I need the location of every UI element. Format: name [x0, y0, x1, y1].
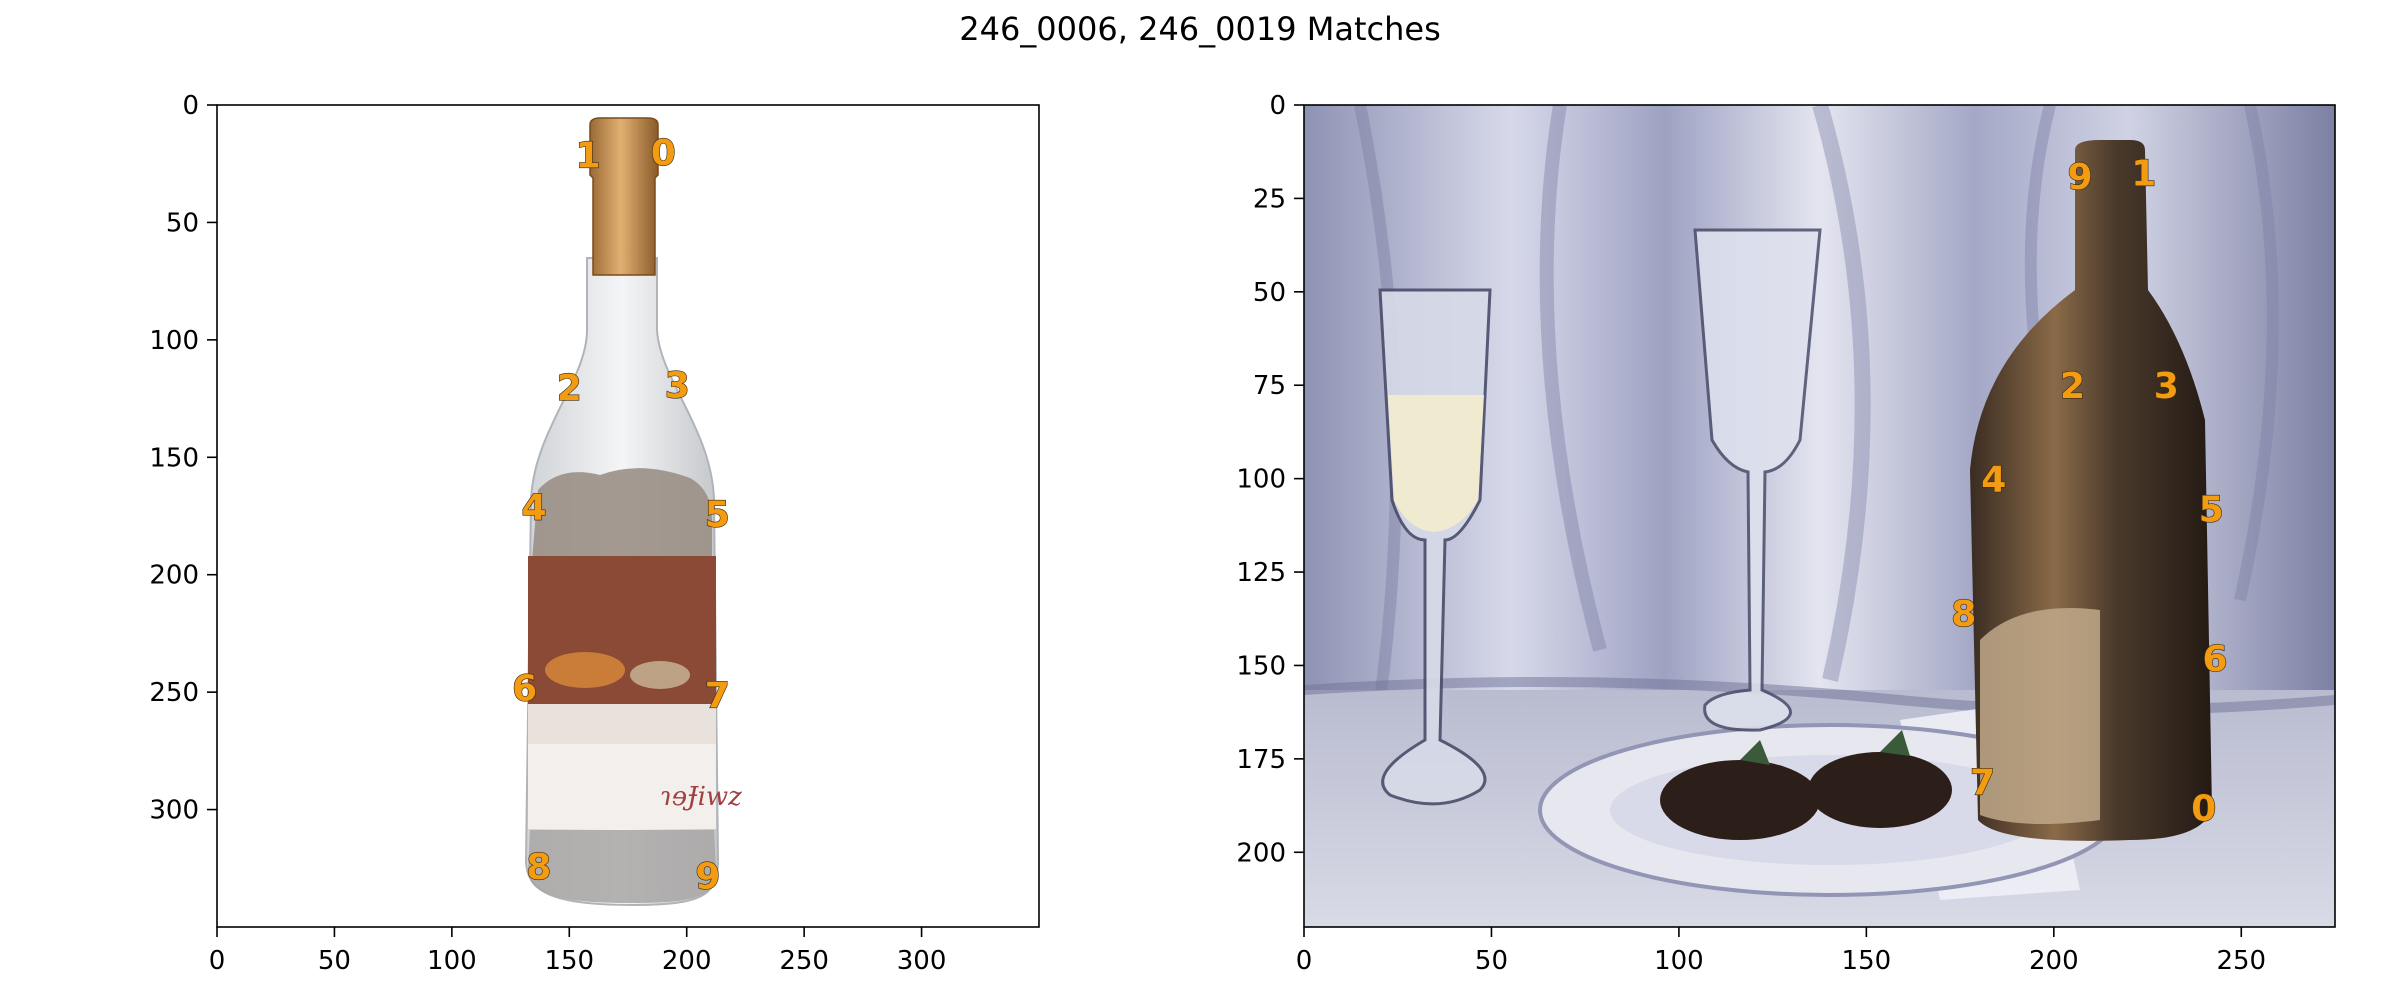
right-ytick-label: 125: [1236, 558, 1286, 588]
right-keypoint-label: 9: [2068, 157, 2093, 198]
right-ytick-label: 200: [1236, 838, 1286, 868]
left-x-ticks: 0 50 100 150 200 250 300: [209, 927, 947, 976]
left-ytick-label: 100: [149, 326, 199, 356]
left-xtick-label: 200: [662, 946, 712, 976]
left-y-ticks: 0 50 100 150 200 250 300: [149, 91, 217, 826]
right-keypoint-label: 2: [2060, 366, 2085, 407]
right-keypoint-label: 0: [2191, 788, 2216, 829]
left-xtick-label: 300: [897, 946, 947, 976]
axes-right-frame: [1303, 104, 2336, 928]
left-keypoint-label: 0: [651, 133, 676, 174]
left-keypoint-label: 1: [576, 135, 601, 176]
left-ytick-label: 0: [182, 91, 199, 121]
left-xtick-label: 50: [318, 946, 351, 976]
right-ytick-label: 0: [1269, 91, 1286, 121]
left-keypoint-label: 4: [522, 488, 547, 529]
left-xtick-label: 100: [427, 946, 477, 976]
left-ytick-label: 300: [149, 796, 199, 826]
right-keypoints: 0 1 2 3 4 5 6 7 8 9: [1951, 153, 2228, 830]
right-image-246-0019: [1304, 105, 2335, 927]
right-keypoint-label: 5: [2199, 490, 2224, 531]
left-bottle-cap: [589, 117, 659, 276]
right-xtick-label: 150: [1842, 946, 1892, 976]
left-keypoint-label: 5: [705, 495, 730, 536]
left-ytick-label: 200: [149, 561, 199, 591]
svg-text:ɿɘɈiwz: ɿɘɈiwz: [660, 782, 742, 812]
left-keypoint-label: 7: [705, 675, 730, 716]
right-ytick-label: 100: [1236, 465, 1286, 495]
left-keypoint-label: 3: [665, 365, 690, 406]
right-strawberry-1: [1660, 760, 1820, 840]
right-keypoint-label: 7: [1970, 762, 1995, 803]
right-xtick-label: 0: [1296, 946, 1313, 976]
left-keypoint-label: 8: [526, 847, 551, 888]
right-keypoint-label: 1: [2131, 153, 2156, 194]
right-xtick-label: 50: [1475, 946, 1508, 976]
left-ytick-label: 50: [166, 208, 199, 238]
left-keypoint-label: 2: [557, 368, 582, 409]
right-y-ticks: 0 25 50 75 100 125 150 175 200: [1236, 91, 1304, 868]
left-puzzle-pieces-top: [532, 468, 712, 560]
right-keypoint-label: 3: [2154, 366, 2179, 407]
right-keypoint-label: 4: [1981, 460, 2006, 501]
right-xtick-label: 100: [1654, 946, 1704, 976]
right-xtick-label: 200: [2029, 946, 2079, 976]
right-ytick-label: 150: [1236, 651, 1286, 681]
right-ytick-label: 25: [1253, 184, 1286, 214]
left-keypoints: 0 1 2 3 4 5 6 7 8 9: [512, 132, 731, 898]
right-xtick-label: 250: [2216, 946, 2266, 976]
left-image-246-0006: ɿɘɈiwz: [217, 105, 1039, 927]
right-glass-tall: [1693, 228, 1822, 732]
left-xtick-label: 150: [544, 946, 594, 976]
left-ytick-label: 150: [149, 443, 199, 473]
right-ytick-label: 175: [1236, 745, 1286, 775]
right-keypoint-label: 6: [2202, 639, 2227, 680]
left-xtick-label: 0: [209, 946, 226, 976]
left-xtick-label: 250: [779, 946, 829, 976]
left-keypoint-label: 6: [512, 668, 537, 709]
axes-left: ɿɘɈiwz 0 50 100 150 200 250 300 05010015020025…: [149, 91, 1040, 976]
right-ytick-label: 75: [1253, 371, 1286, 401]
right-x-ticks: 0 50 100 150 200 250: [1296, 927, 2266, 976]
right-ytick-label: 50: [1253, 278, 1286, 308]
right-strawberry-2: [1808, 752, 1952, 828]
right-keypoint-label: 8: [1951, 594, 1976, 635]
axes-left-frame: [216, 104, 1040, 928]
figure-title: 246_0006, 246_0019 Matches: [959, 10, 1441, 48]
left-keypoint-label: 9: [695, 856, 720, 897]
left-ytick-label: 250: [149, 678, 199, 708]
